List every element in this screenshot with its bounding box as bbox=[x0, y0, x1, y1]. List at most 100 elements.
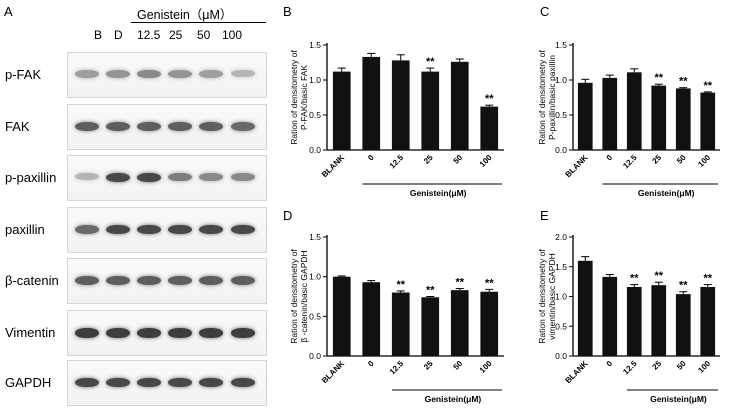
x-axis-label: Genistein(μM) bbox=[425, 394, 482, 404]
category-label: 12.5 bbox=[621, 153, 639, 171]
blot-row-label: GAPDH bbox=[5, 375, 52, 390]
category-label: 100 bbox=[696, 153, 712, 169]
blot-band bbox=[137, 276, 161, 285]
category-label: BLANK bbox=[564, 359, 590, 385]
blot-band bbox=[231, 276, 255, 285]
bar bbox=[675, 294, 691, 356]
blot-row-label: p-paxillin bbox=[5, 170, 57, 185]
blot-strip bbox=[67, 155, 267, 201]
significance-mark: ** bbox=[426, 56, 435, 68]
bar bbox=[602, 77, 618, 150]
blot-column-label: D bbox=[114, 28, 123, 42]
significance-mark: ** bbox=[679, 280, 688, 292]
y-axis-label-line: β -catenin/basic GAPDH bbox=[299, 250, 309, 342]
blot-strip bbox=[67, 310, 267, 356]
category-label: 25 bbox=[422, 153, 435, 166]
y-tick-label: 0.0 bbox=[555, 351, 567, 361]
chart-c: Ration of densitometry ofP-paxillin/basi… bbox=[537, 40, 720, 198]
bar bbox=[626, 286, 642, 356]
significance-mark: ** bbox=[654, 270, 663, 282]
blot-band bbox=[106, 122, 130, 131]
blot-band bbox=[137, 70, 161, 79]
bar bbox=[675, 88, 691, 150]
bar bbox=[480, 106, 499, 150]
category-label: 12.5 bbox=[388, 359, 406, 377]
blot-row-label: p-FAK bbox=[5, 67, 42, 82]
y-axis-label: Ration of densitometry ofP-FAK/basic FAK bbox=[289, 50, 309, 145]
bar bbox=[332, 276, 351, 356]
y-tick-label: 0.5 bbox=[555, 321, 567, 331]
significance-mark: ** bbox=[426, 285, 435, 297]
bar bbox=[602, 276, 618, 356]
bar bbox=[362, 56, 381, 150]
category-label: BLANK bbox=[564, 153, 590, 179]
panel-letter-a: A bbox=[4, 4, 13, 19]
blot-band bbox=[106, 70, 130, 78]
category-label: BLANK bbox=[320, 359, 346, 385]
blot-band bbox=[75, 378, 99, 388]
blot-band bbox=[231, 122, 255, 131]
blot-strip bbox=[67, 52, 267, 98]
chart-e: Ration of densitometry ofvimentin/basic … bbox=[537, 232, 720, 404]
category-label: 0 bbox=[605, 153, 615, 163]
y-axis-label-line: vimentin/basic GAPDH bbox=[547, 253, 557, 339]
bar bbox=[577, 82, 593, 150]
blot-strip bbox=[67, 104, 267, 150]
blot-strip bbox=[67, 360, 267, 406]
y-tick-label: 1.5 bbox=[555, 40, 567, 50]
significance-mark: ** bbox=[679, 76, 688, 88]
chart-d: Ration of densitometry ofβ -catenin/basi… bbox=[289, 232, 504, 404]
blot-band bbox=[75, 328, 99, 338]
y-axis-label-line: Ration of densitometry of bbox=[537, 50, 547, 145]
blot-band bbox=[168, 122, 192, 131]
y-axis-label-line: Ration of densitometry of bbox=[537, 249, 547, 344]
y-tick-label: 0.0 bbox=[309, 145, 321, 155]
bar bbox=[651, 285, 667, 356]
blot-column-label: 25 bbox=[169, 28, 183, 42]
category-label: 50 bbox=[675, 359, 688, 372]
y-axis-label-line: P-paxillin/basic paxillin bbox=[547, 55, 557, 140]
bar bbox=[421, 297, 440, 356]
y-tick-label: 1.0 bbox=[309, 75, 321, 85]
blot-row-label: β-catenin bbox=[5, 273, 59, 288]
category-label: 0 bbox=[605, 359, 615, 369]
category-label: 25 bbox=[651, 359, 664, 372]
significance-mark: ** bbox=[485, 93, 494, 105]
blot-band bbox=[137, 328, 161, 338]
significance-mark: ** bbox=[703, 273, 712, 285]
y-tick-label: 1.0 bbox=[309, 272, 321, 282]
y-axis-label-line: Ration of densitometry of bbox=[289, 249, 299, 344]
blot-band bbox=[75, 122, 99, 131]
blot-band bbox=[231, 328, 255, 338]
bar bbox=[577, 260, 593, 356]
y-axis-label-line: P-FAK/basic FAK bbox=[299, 65, 309, 131]
category-label: 25 bbox=[651, 153, 664, 166]
blot-strip bbox=[67, 207, 267, 253]
treatment-title: Genistein（μM） bbox=[137, 8, 233, 22]
blot-band bbox=[137, 225, 161, 235]
y-tick-label: 0.0 bbox=[555, 145, 567, 155]
blot-band bbox=[106, 378, 130, 388]
blot-band bbox=[106, 173, 130, 183]
category-label: 100 bbox=[478, 153, 494, 169]
bar bbox=[450, 61, 469, 150]
category-label: BLANK bbox=[320, 153, 346, 179]
blot-band bbox=[137, 378, 161, 388]
blot-band bbox=[199, 378, 223, 388]
bar bbox=[450, 290, 469, 356]
bar bbox=[391, 292, 410, 356]
blot-band bbox=[75, 225, 99, 234]
y-tick-label: 1.0 bbox=[555, 75, 567, 85]
blot-band bbox=[75, 70, 99, 78]
category-label: 25 bbox=[422, 359, 435, 372]
blot-band bbox=[199, 225, 223, 235]
blot-band bbox=[168, 173, 192, 182]
blot-band bbox=[137, 122, 161, 131]
blot-band bbox=[231, 70, 255, 78]
panel-letter-b: B bbox=[283, 4, 292, 19]
blot-band bbox=[199, 70, 223, 78]
y-tick-label: 0.5 bbox=[309, 110, 321, 120]
x-axis-label: Genistein(μM) bbox=[638, 188, 695, 198]
y-tick-label: 0.5 bbox=[555, 110, 567, 120]
blot-band bbox=[199, 173, 223, 182]
